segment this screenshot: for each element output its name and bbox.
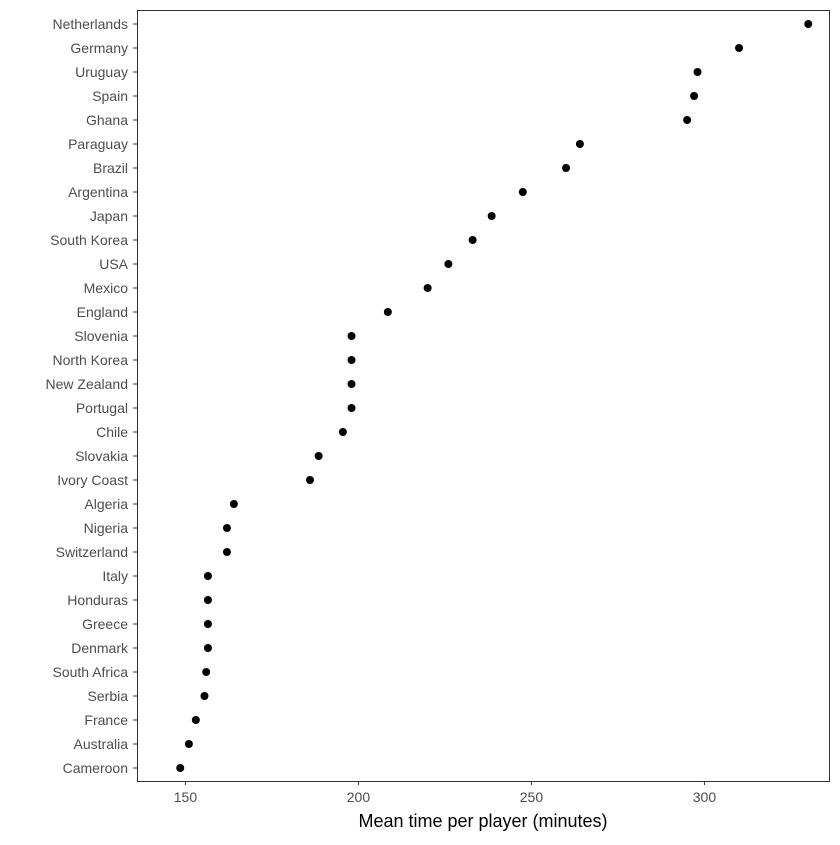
- y-tick-label-north-korea: North Korea: [53, 352, 129, 368]
- y-tick-label-south-korea: South Korea: [50, 232, 128, 248]
- y-tick-label-mexico: Mexico: [84, 280, 129, 296]
- point-germany: [735, 44, 744, 52]
- point-portugal: [347, 404, 356, 412]
- y-tick-label-england: England: [77, 304, 128, 320]
- x-tick-label-300: 300: [693, 789, 717, 805]
- point-new-zealand: [347, 380, 356, 388]
- y-tick-label-chile: Chile: [96, 424, 128, 440]
- y-tick-label-argentina: Argentina: [68, 184, 128, 200]
- point-netherlands: [804, 20, 813, 28]
- y-tick-label-paraguay: Paraguay: [68, 136, 128, 152]
- y-tick-label-australia: Australia: [74, 736, 129, 752]
- y-tick-label-ivory-coast: Ivory Coast: [57, 472, 128, 488]
- point-cameroon: [176, 764, 185, 772]
- point-south-africa: [202, 668, 211, 676]
- x-axis-title: Mean time per player (minutes): [358, 811, 607, 831]
- point-north-korea: [347, 356, 356, 364]
- y-tick-label-netherlands: Netherlands: [53, 16, 129, 32]
- y-tick-label-slovenia: Slovenia: [74, 328, 128, 344]
- y-tick-label-serbia: Serbia: [88, 688, 129, 704]
- x-tick-label-250: 250: [520, 789, 544, 805]
- y-tick-label-honduras: Honduras: [67, 592, 128, 608]
- x-axis: 150 200 250 300: [174, 781, 717, 805]
- y-tick-label-denmark: Denmark: [71, 640, 129, 656]
- y-tick-label-algeria: Algeria: [84, 496, 128, 512]
- y-tick-label-japan: Japan: [90, 208, 128, 224]
- y-tick-label-cameroon: Cameroon: [63, 760, 128, 776]
- points-layer: [176, 20, 813, 772]
- y-tick-label-slovakia: Slovakia: [75, 448, 128, 464]
- x-tick-label-200: 200: [347, 789, 371, 805]
- point-argentina: [518, 188, 527, 196]
- point-chile: [338, 428, 347, 436]
- point-paraguay: [575, 140, 584, 148]
- y-tick-label-switzerland: Switzerland: [56, 544, 128, 560]
- point-denmark: [203, 644, 212, 652]
- y-tick-label-south-africa: South Africa: [53, 664, 129, 680]
- y-tick-label-france: France: [84, 712, 128, 728]
- point-slovakia: [314, 452, 323, 460]
- point-south-korea: [468, 236, 477, 244]
- y-tick-label-uruguay: Uruguay: [75, 64, 128, 80]
- plot-panel: [137, 10, 830, 782]
- y-tick-label-italy: Italy: [102, 568, 128, 584]
- y-axis: Netherlands Germany Uruguay Spain Ghana Parag…: [46, 16, 137, 776]
- y-tick-label-brazil: Brazil: [93, 160, 128, 176]
- y-tick-label-germany: Germany: [70, 40, 128, 56]
- point-japan: [487, 212, 496, 220]
- y-tick-label-ghana: Ghana: [86, 112, 128, 128]
- point-france: [191, 716, 200, 724]
- y-tick-label-portugal: Portugal: [76, 400, 128, 416]
- y-tick-label-greece: Greece: [82, 616, 128, 632]
- point-spain: [690, 92, 699, 100]
- point-uruguay: [693, 68, 702, 76]
- point-ghana: [683, 116, 692, 124]
- y-tick-label-new-zealand: New Zealand: [46, 376, 129, 392]
- y-tick-label-spain: Spain: [92, 88, 128, 104]
- y-tick-label-nigeria: Nigeria: [84, 520, 129, 536]
- point-brazil: [562, 164, 571, 172]
- point-usa: [444, 260, 453, 268]
- point-switzerland: [222, 548, 231, 556]
- point-serbia: [200, 692, 209, 700]
- point-greece: [203, 620, 212, 628]
- point-ivory-coast: [306, 476, 314, 484]
- point-nigeria: [222, 524, 231, 532]
- point-honduras: [203, 596, 212, 604]
- point-algeria: [229, 500, 238, 508]
- point-mexico: [423, 284, 432, 292]
- point-slovenia: [347, 332, 356, 340]
- point-england: [383, 308, 392, 316]
- point-australia: [184, 740, 193, 748]
- y-tick-label-usa: USA: [99, 256, 128, 272]
- point-italy: [203, 572, 212, 580]
- x-tick-label-150: 150: [174, 789, 198, 805]
